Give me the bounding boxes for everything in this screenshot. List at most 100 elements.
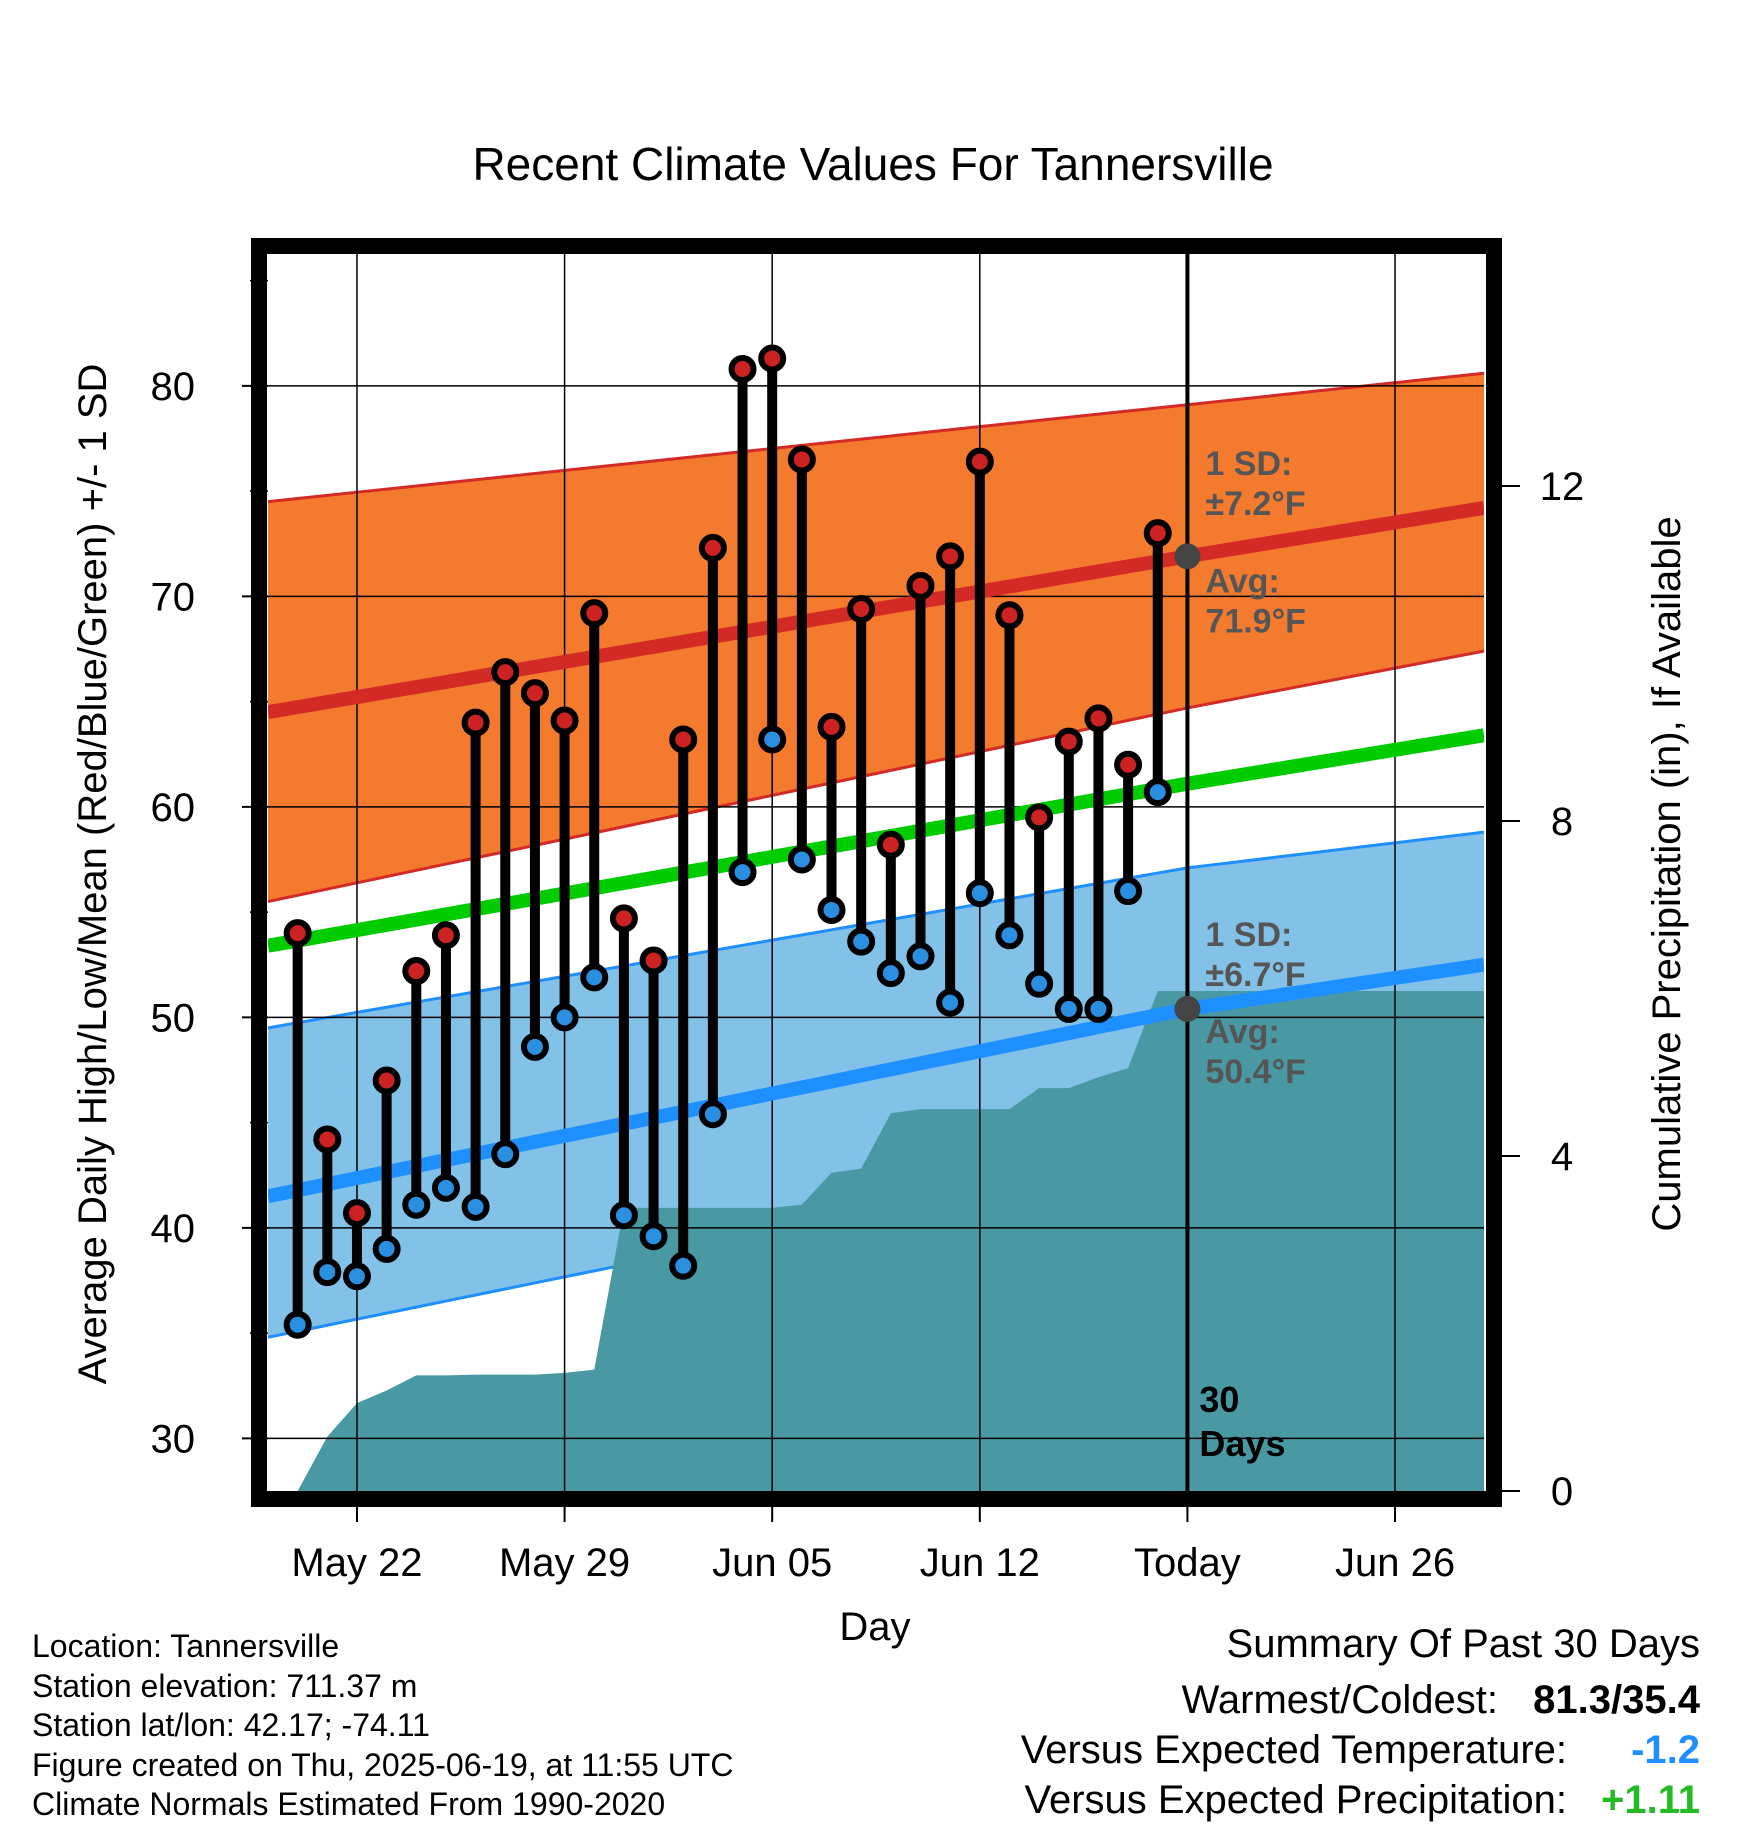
y2-tick-label: 12 <box>1540 465 1585 509</box>
high-point <box>342 1199 371 1228</box>
x-axis-label: Day <box>839 1605 910 1649</box>
high-point <box>313 1125 342 1154</box>
x-tick-label: Jun 12 <box>920 1541 1040 1585</box>
low-point <box>372 1234 401 1263</box>
y2-axis-label: Cumulative Precipitation (in), If Availa… <box>1645 516 1689 1231</box>
y2-tick-label: 4 <box>1551 1135 1573 1179</box>
low-point <box>580 963 609 992</box>
y2-tick-label: 8 <box>1551 800 1573 844</box>
high-point <box>698 533 727 562</box>
plot-area: 1 SD: ±7.2°F Avg: 71.9°F 1 SD: ±6.7°F Avg: 50.4… <box>268 249 1484 1491</box>
low-sd-band <box>268 832 1484 1338</box>
high-point <box>965 447 994 476</box>
high-point <box>728 354 757 383</box>
high-point <box>580 599 609 628</box>
x-tick-label: Jun 26 <box>1335 1541 1455 1585</box>
info-created: Figure created on Thu, 2025-06-19, at 11… <box>32 1747 733 1783</box>
high-point <box>1025 803 1054 832</box>
low-point <box>1054 994 1083 1023</box>
high-point <box>936 542 965 571</box>
summary-warm-value: 81.3/35.4 <box>1533 1678 1701 1722</box>
high-point <box>520 679 549 708</box>
high-point <box>758 344 787 373</box>
info-normals: Climate Normals Estimated From 1990-2020 <box>32 1786 665 1822</box>
high-point <box>669 725 698 754</box>
x-tick-label: Today <box>1134 1541 1241 1585</box>
info-location: Location: Tannersville <box>32 1628 339 1664</box>
low-point <box>847 927 876 956</box>
low-point <box>876 959 905 988</box>
y-tick-label: 70 <box>151 575 196 619</box>
low-point <box>965 879 994 908</box>
high-point <box>491 658 520 687</box>
info-latlon: Station lat/lon: 42.17; -74.11 <box>32 1707 430 1743</box>
low-point <box>639 1222 668 1251</box>
high-point <box>1084 704 1113 733</box>
high-point <box>1143 519 1172 548</box>
low-point <box>283 1310 312 1339</box>
low-point <box>609 1201 638 1230</box>
high-sd-upper-line <box>268 371 1484 504</box>
low-point <box>491 1140 520 1169</box>
high-point <box>1054 727 1083 756</box>
y-tick-label: 30 <box>151 1417 196 1461</box>
low-point <box>669 1251 698 1280</box>
y-tick-label: 50 <box>151 996 196 1040</box>
low-point <box>1143 778 1172 807</box>
high-point <box>550 706 579 735</box>
station-info: Location: Tannersville Station elevation… <box>32 1628 733 1822</box>
summary-temp-value: -1.2 <box>1631 1728 1700 1772</box>
low-point <box>698 1100 727 1129</box>
low-point <box>1084 994 1113 1023</box>
high-normal-line <box>268 501 1484 720</box>
low-point <box>1114 877 1143 906</box>
y2-tick-label: 0 <box>1551 1470 1573 1514</box>
y-tick-label: 60 <box>151 786 196 830</box>
high-point <box>402 957 431 986</box>
y-tick-label: 80 <box>151 365 196 409</box>
high-point <box>1114 750 1143 779</box>
high-point <box>906 571 935 600</box>
low-point <box>431 1173 460 1202</box>
low-point <box>461 1192 490 1221</box>
summary-precip-value: +1.11 <box>1601 1778 1700 1822</box>
low-point <box>520 1032 549 1061</box>
high-point <box>817 712 846 741</box>
low-point <box>342 1262 371 1291</box>
high-point <box>431 921 460 950</box>
high-point <box>847 594 876 623</box>
high-point <box>461 708 490 737</box>
low-avg-annotation: Avg: 50.4°F <box>1205 1013 1306 1091</box>
summary-warm-label: Warmest/Coldest: <box>1182 1678 1498 1722</box>
high-avg-annotation: Avg: 71.9°F <box>1205 562 1306 640</box>
high-point <box>995 601 1024 630</box>
low-normal-today-dot <box>1174 995 1201 1022</box>
high-normal-today-dot <box>1174 543 1201 570</box>
summary-box: Summary Of Past 30 Days Warmest/Coldest:… <box>1021 1622 1701 1822</box>
high-point <box>609 904 638 933</box>
high-point <box>639 946 668 975</box>
low-point <box>817 895 846 924</box>
y-axis-label: Average Daily High/Low/Mean (Red/Blue/Gr… <box>71 364 115 1385</box>
low-point <box>936 988 965 1017</box>
high-sd-annotation: 1 SD: ±7.2°F <box>1205 445 1305 523</box>
low-point <box>906 942 935 971</box>
x-tick-label: May 29 <box>499 1541 630 1585</box>
chart-axes: 30 40 50 60 70 80 0 4 8 12 May 22 May 29 Jun 05 Jun 1… <box>151 279 1585 1585</box>
low-point <box>787 845 816 874</box>
high-sd-band <box>268 373 1484 902</box>
low-point <box>550 1003 579 1032</box>
today-days-label: 30 Days <box>1199 1379 1285 1464</box>
high-point <box>876 830 905 859</box>
plot-frame <box>251 238 1502 1507</box>
y-tick-label: 40 <box>151 1207 196 1251</box>
low-point <box>995 921 1024 950</box>
x-tick-label: May 22 <box>291 1541 422 1585</box>
low-point <box>313 1258 342 1287</box>
low-point <box>728 858 757 887</box>
low-sd-annotation: 1 SD: ±6.7°F <box>1205 916 1305 994</box>
x-tick-label: Jun 05 <box>712 1541 832 1585</box>
chart-title: Recent Climate Values For Tannersville <box>472 138 1273 190</box>
high-point <box>787 445 816 474</box>
